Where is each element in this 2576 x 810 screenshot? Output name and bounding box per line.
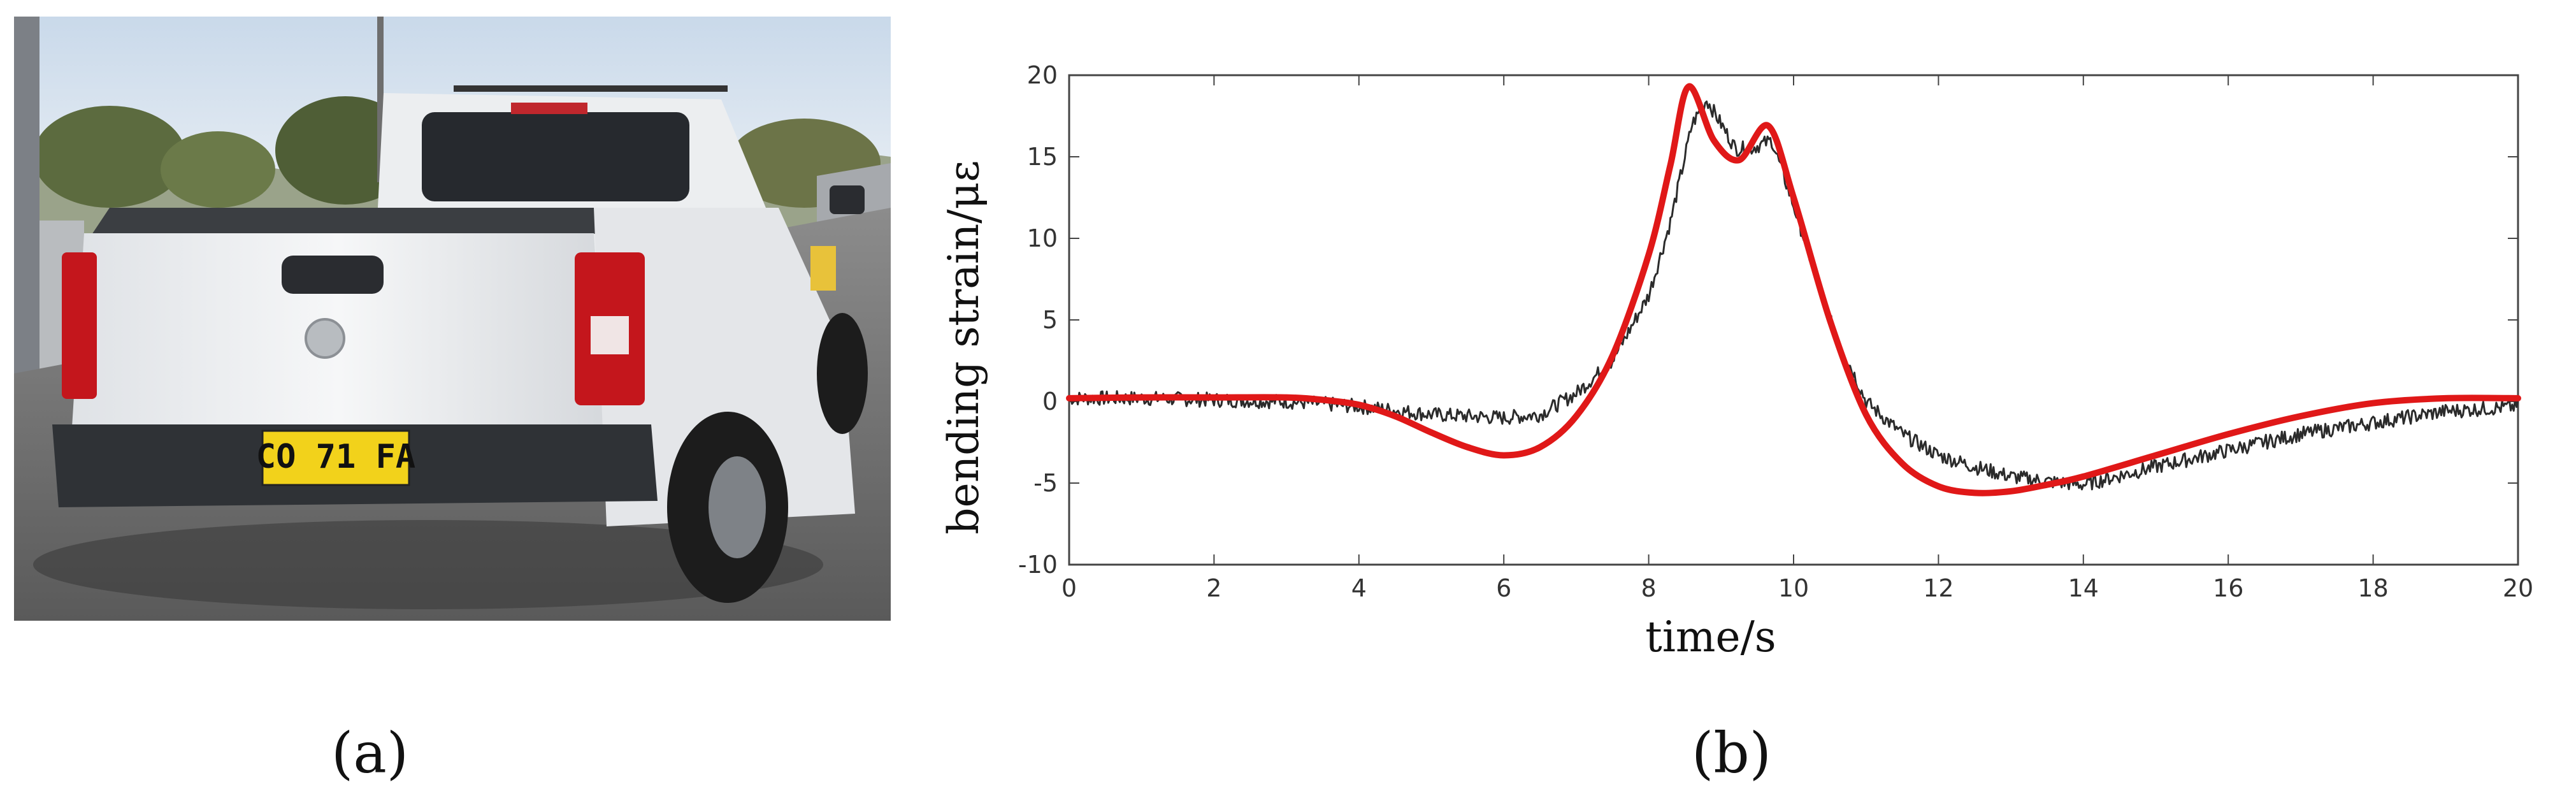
fitted-strain-line: [1066, 83, 2521, 496]
x-tick-label: 20: [2503, 574, 2533, 602]
x-tick-label: 2: [1206, 574, 1221, 602]
x-tick-label: 16: [2213, 574, 2243, 602]
x-tick-label: 6: [1496, 574, 1511, 602]
plot-area-frame: [1068, 74, 2519, 566]
strain-chart: bending strain/με time/s 0 2 4 6 8 10 12 14 16 18…: [917, 38, 2576, 676]
measured-strain-line: [1068, 100, 2519, 491]
x-tick-label: 0: [1061, 574, 1077, 602]
y-axis-label: bending strain/με: [939, 160, 988, 534]
strain-chart-svg: bending strain/με time/s 0 2 4 6 8 10 12 14 16 18…: [939, 61, 2533, 662]
x-tick-label: 10: [1778, 574, 1809, 602]
x-tick-label: 18: [2357, 574, 2388, 602]
truck-photo-graphic: CO 71 FA: [14, 17, 891, 621]
y-tick-label: -5: [1033, 469, 1058, 497]
x-tick-label: 14: [2068, 574, 2099, 602]
y-tick-label: 10: [1027, 224, 1058, 252]
number-plate-text: CO 71 FA: [256, 438, 415, 476]
y-tick-label: -10: [1018, 551, 1058, 579]
x-tick-label: 4: [1351, 574, 1367, 602]
y-tick-label: 0: [1042, 387, 1058, 416]
y-tick-label: 20: [1027, 61, 1058, 89]
x-axis-label: time/s: [1645, 612, 1776, 662]
x-tick-label: 8: [1641, 574, 1657, 602]
x-tick-label: 12: [1923, 574, 1954, 602]
panel-label-b: (b): [1692, 720, 1771, 786]
y-tick-label: 15: [1027, 143, 1058, 171]
truck-photo: CO 71 FA: [14, 17, 891, 621]
panel-label-a: (a): [331, 720, 409, 786]
y-tick-label: 5: [1042, 306, 1058, 334]
